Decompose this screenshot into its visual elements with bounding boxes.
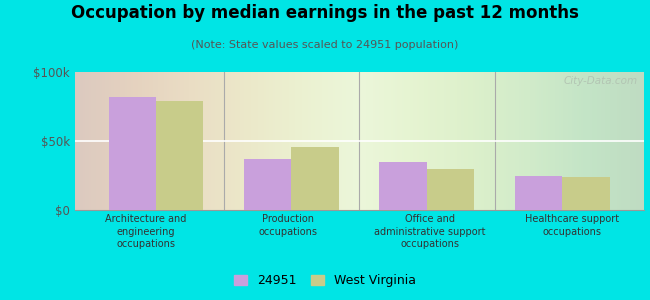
Bar — [515, 176, 562, 210]
Text: Office and
administrative support
occupations: Office and administrative support occupa… — [374, 214, 486, 249]
Bar — [562, 177, 610, 210]
Text: Architecture and
engineering
occupations: Architecture and engineering occupations — [105, 214, 187, 249]
Text: Healthcare support
occupations: Healthcare support occupations — [525, 214, 619, 237]
Legend: 24951, West Virginia: 24951, West Virginia — [231, 270, 419, 291]
Bar — [380, 162, 427, 210]
Text: City-Data.com: City-Data.com — [564, 76, 638, 86]
Bar — [109, 97, 156, 210]
Text: Production
occupations: Production occupations — [259, 214, 318, 237]
Bar — [427, 169, 474, 210]
Bar — [291, 146, 339, 210]
Text: (Note: State values scaled to 24951 population): (Note: State values scaled to 24951 popu… — [191, 40, 459, 50]
Bar — [156, 101, 203, 210]
Bar — [244, 159, 291, 210]
Text: Occupation by median earnings in the past 12 months: Occupation by median earnings in the pas… — [71, 4, 579, 22]
